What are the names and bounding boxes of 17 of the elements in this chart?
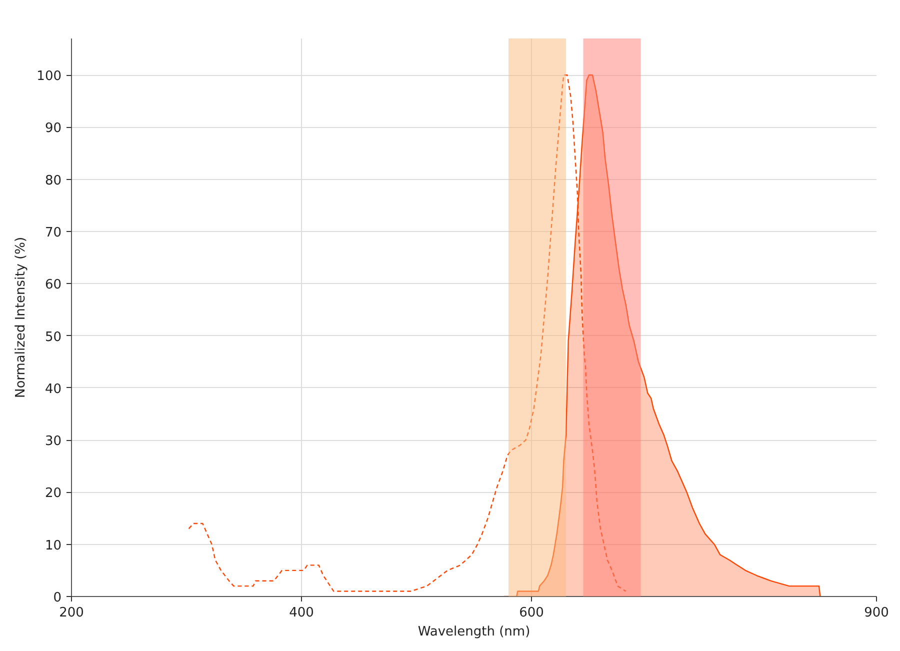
y-tick-label: 90 [44,121,62,136]
y-tick-label: 30 [44,434,62,450]
y-tick-label: 10 [44,538,62,554]
y-tick-label: 40 [44,382,62,397]
y-tick-label: 80 [44,173,62,188]
y-tick-label: 50 [44,330,62,345]
y-tick-label: 70 [44,225,62,240]
x-tick-label: 200 [59,606,84,620]
x-axis-title: Wavelength (nm) [418,624,530,640]
y-tick-label: 60 [44,278,62,293]
x-tick-label: 900 [864,606,889,620]
y-axis-title: Normalized Intensity (%) [14,236,29,398]
y-tick-label: 100 [36,69,62,84]
x-tick-label: 400 [289,606,314,620]
y-tick-label: 20 [44,486,62,502]
x-tick-label: 600 [519,606,544,620]
y-tick-label: 0 [53,590,62,606]
